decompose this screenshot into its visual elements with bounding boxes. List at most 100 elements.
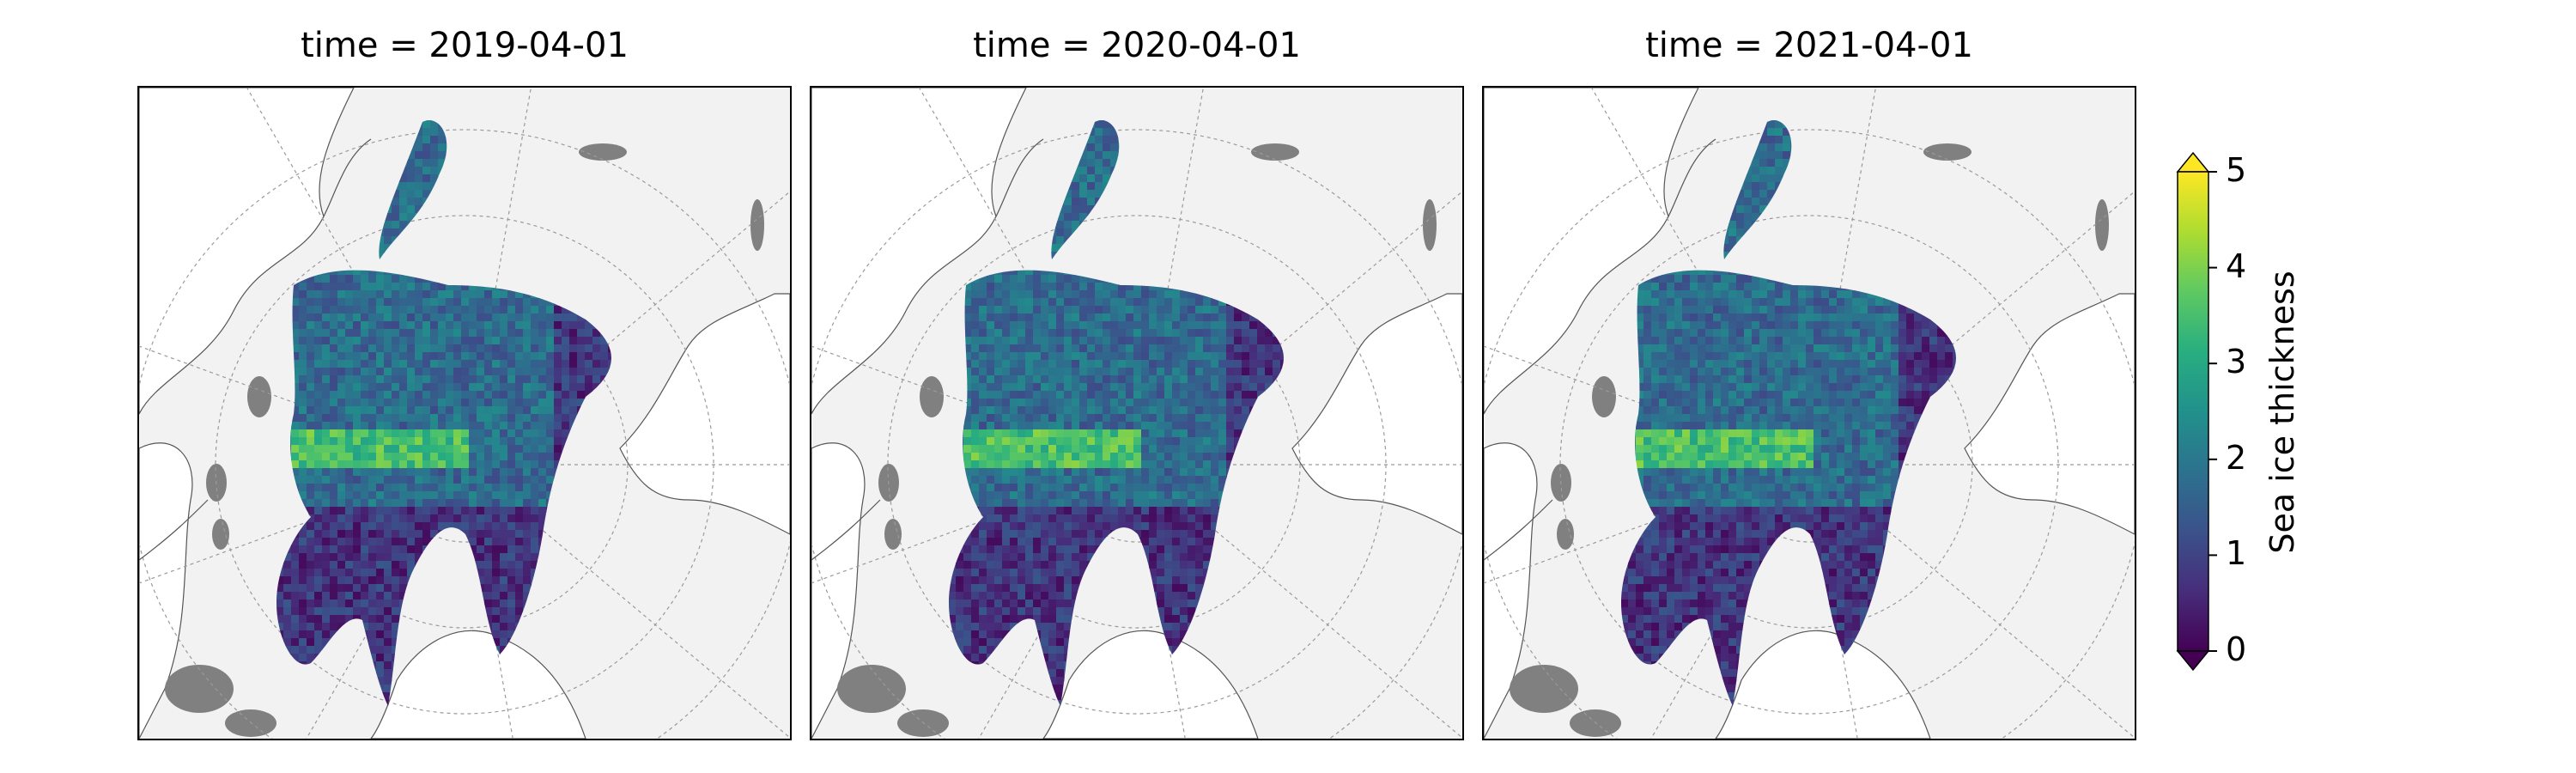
ice-cell [392, 453, 400, 461]
ice-cell [422, 136, 431, 144]
ice-cell [1087, 174, 1096, 183]
ice-cell [531, 530, 539, 539]
ice-cell [407, 337, 416, 345]
panel-title-2020: time = 2020-04-01 [810, 26, 1464, 65]
ice-cell [453, 306, 462, 314]
ice-cell [477, 553, 485, 562]
ice-cell [376, 576, 385, 585]
ice-cell [392, 383, 400, 392]
ice-cell [322, 514, 331, 523]
ice-cell [399, 329, 408, 338]
ice-cell [546, 337, 555, 345]
ice-cell [492, 553, 501, 562]
map-panel-2019: time = 2019-04-01 [137, 0, 792, 773]
ice-cell [376, 352, 385, 361]
ice-cell [345, 329, 354, 338]
ice-cell [307, 600, 315, 608]
ice-cell [314, 329, 323, 338]
ice-cell [307, 460, 315, 469]
ice-cell [345, 313, 354, 322]
ice-cell [477, 352, 485, 361]
ice-cell [345, 391, 354, 399]
ice-cell [353, 460, 361, 469]
ice-cell [337, 468, 346, 477]
ice-cell [399, 561, 408, 569]
ice-cell [469, 460, 477, 469]
ice-cell [538, 329, 547, 338]
ice-cell [415, 522, 423, 531]
ice-cell [469, 429, 477, 438]
ice-cell [531, 321, 539, 330]
ice-cell [577, 329, 586, 338]
ice-cell [376, 630, 385, 639]
ice-cell [314, 484, 323, 492]
ice-cell [337, 484, 346, 492]
ice-cell [430, 484, 439, 492]
ice-cell [538, 368, 547, 376]
ice-cell [392, 522, 400, 531]
ice-cell [392, 375, 400, 384]
ice-cell [492, 360, 501, 368]
ice-cell [500, 569, 508, 577]
ice-cell [438, 368, 447, 376]
ice-cell [345, 460, 354, 469]
ice-cell [353, 406, 361, 415]
ice-cell [1064, 275, 1072, 283]
ice-cell [399, 437, 408, 446]
ice-cell [415, 491, 423, 500]
ice-cell [299, 654, 307, 662]
ice-cell [453, 375, 462, 384]
ice-cell [1056, 228, 1065, 237]
ice-cell [314, 638, 323, 647]
ice-cell [337, 290, 346, 299]
ice-cell [477, 383, 485, 392]
ice-cell [430, 159, 439, 167]
ice-cell [554, 399, 562, 407]
ice-cell [422, 128, 431, 137]
ice-cell [322, 391, 331, 399]
ice-cell [361, 290, 369, 299]
ice-cell [546, 306, 555, 314]
ice-cell [376, 460, 385, 469]
ice-cell [368, 283, 377, 291]
ice-cell [384, 561, 392, 569]
ice-cell [353, 383, 361, 392]
ice-cell [430, 437, 439, 446]
ice-cell [353, 569, 361, 577]
ice-cell [469, 522, 477, 531]
ice-cell [376, 321, 385, 330]
ice-cell [500, 615, 508, 624]
ice-cell [515, 313, 524, 322]
ice-cell [523, 445, 532, 453]
ice-cell [453, 429, 462, 438]
ice-cell [368, 484, 377, 492]
ice-cell [577, 375, 586, 384]
ice-cell [430, 283, 439, 291]
ice-cell [531, 329, 539, 338]
ice-cell [392, 437, 400, 446]
ice-cell [1110, 136, 1119, 144]
ice-cell [546, 391, 555, 399]
ice-cell [399, 360, 408, 368]
ice-cell [422, 499, 431, 508]
ice-cell [291, 600, 300, 608]
ice-cell [384, 236, 392, 245]
ice-cell [438, 484, 447, 492]
ice-cell [361, 375, 369, 384]
ice-cell [477, 344, 485, 353]
ice-cell [299, 538, 307, 546]
ice-cell [430, 383, 439, 392]
ice-cell [392, 198, 400, 206]
ice-cell [446, 298, 454, 307]
ice-cell [562, 422, 570, 430]
ice-cell [307, 337, 315, 345]
ice-cell [500, 499, 508, 508]
ice-cell [484, 399, 493, 407]
ice-cell [477, 329, 485, 338]
ice-cell [376, 275, 385, 283]
ice-cell [515, 344, 524, 353]
ice-cell [314, 290, 323, 299]
ice-cell [322, 623, 331, 631]
ice-cell [384, 321, 392, 330]
ice-cell [1072, 275, 1080, 283]
